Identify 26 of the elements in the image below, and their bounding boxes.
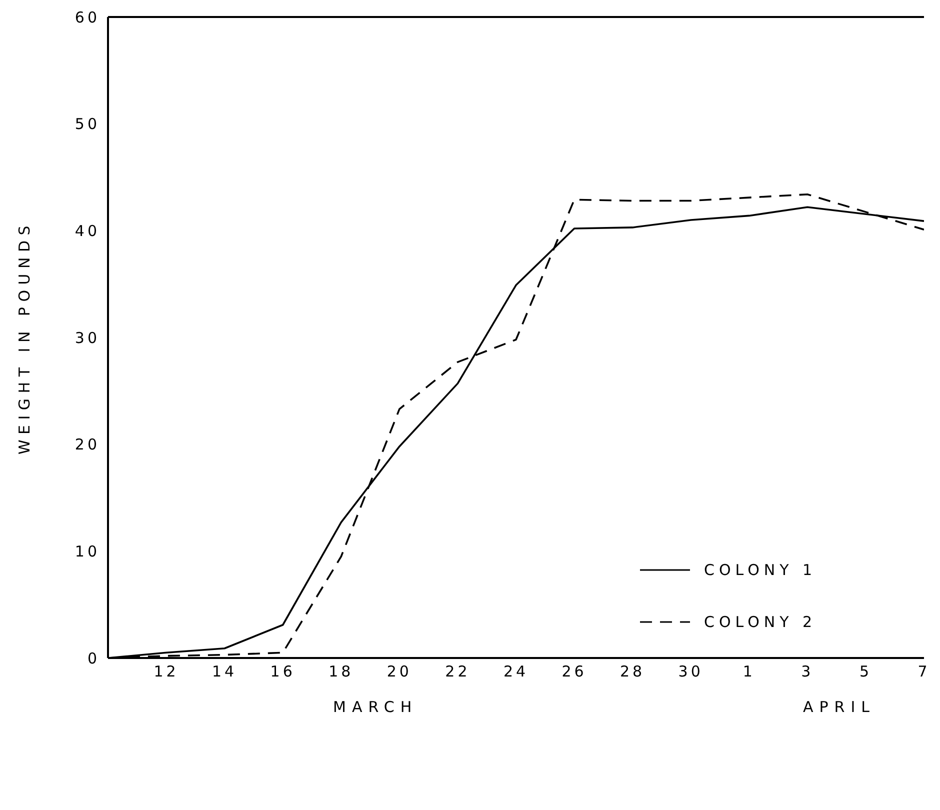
legend-label: COLONY 1 <box>704 561 817 579</box>
x-tick-label: 1 <box>742 662 756 681</box>
x-tick-label: 12 <box>154 662 179 681</box>
x-tick-label: 22 <box>445 662 470 681</box>
y-tick-label: 20 <box>74 436 100 454</box>
x-tick-label: 16 <box>270 662 296 681</box>
y-tick-label: 50 <box>74 115 100 134</box>
legend-label: COLONY 2 <box>704 613 817 631</box>
x-tick-label: 28 <box>620 662 646 681</box>
y-tick-label: 60 <box>74 8 100 26</box>
text: MARCH <box>333 698 418 716</box>
y-tick-label: 30 <box>74 328 100 347</box>
x-tick-label: 24 <box>503 662 529 681</box>
x-tick-label: 20 <box>386 662 412 681</box>
y-tick-label: 10 <box>74 542 100 560</box>
y-axis-title: WEIGHT IN POUNDS <box>15 220 34 455</box>
x-tick-label: 5 <box>859 662 872 681</box>
x-tick-label: 14 <box>212 662 238 681</box>
x-tick-label: 7 <box>918 662 930 681</box>
x-tick-label: 18 <box>328 662 354 681</box>
x-tick-label: 26 <box>562 662 587 681</box>
y-tick-label: 0 <box>87 649 100 668</box>
x-tick-label: 3 <box>801 662 814 681</box>
y-tick-label: 40 <box>74 222 100 240</box>
x-tick-label: 30 <box>678 662 704 681</box>
text: APRIL <box>803 698 876 716</box>
